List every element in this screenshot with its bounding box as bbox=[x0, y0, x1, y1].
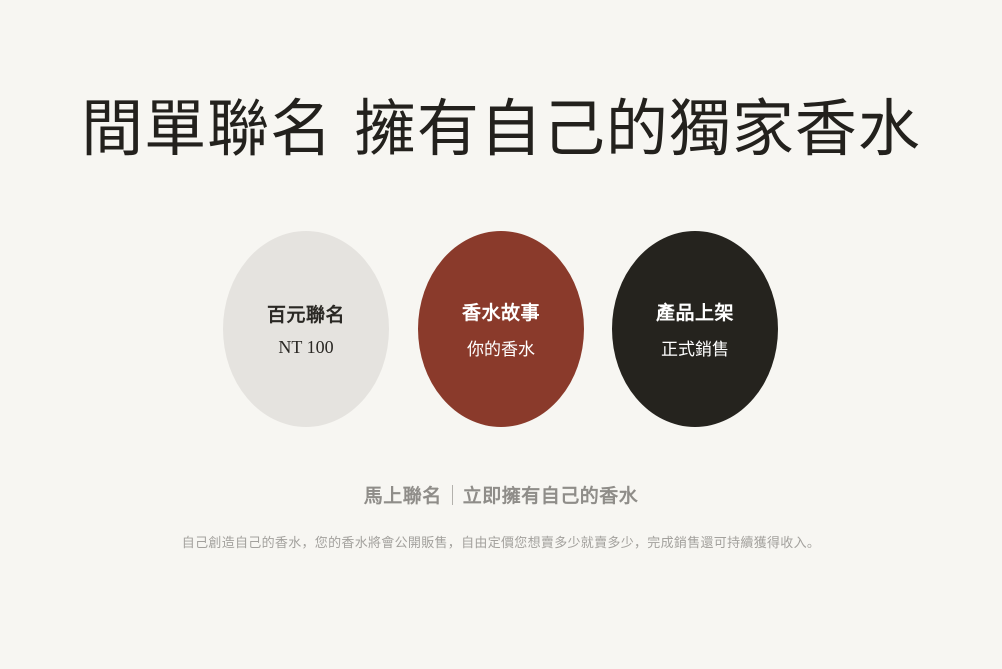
feature-circle-subtitle: 正式銷售 bbox=[661, 340, 729, 360]
tagline-divider bbox=[451, 485, 453, 505]
feature-circle-title: 百元聯名 bbox=[266, 304, 345, 326]
tagline-right: 立即擁有自己的香水 bbox=[462, 485, 639, 507]
feature-circle-collab: 百元聯名 NT 100 bbox=[223, 231, 389, 427]
headline: 間單聯名 擁有自己的獨家香水 bbox=[81, 92, 921, 165]
feature-circle-launch: 產品上架 正式銷售 bbox=[612, 231, 778, 427]
feature-circle-story: 香水故事 你的香水 bbox=[418, 231, 584, 427]
description: 自己創造自己的香水，您的香水將會公開販售，自由定價您想賣多少就賣多少，完成銷售還… bbox=[181, 536, 821, 551]
feature-circle-title: 香水故事 bbox=[461, 302, 540, 324]
tagline-left: 馬上聯名 bbox=[363, 485, 442, 507]
feature-circles: 百元聯名 NT 100 香水故事 你的香水 產品上架 正式銷售 bbox=[223, 231, 779, 427]
tagline: 馬上聯名 立即擁有自己的香水 bbox=[0, 485, 1002, 508]
feature-circle-subtitle: 你的香水 bbox=[467, 340, 535, 360]
feature-circle-subtitle: NT 100 bbox=[278, 337, 334, 357]
feature-circle-title: 產品上架 bbox=[655, 302, 734, 324]
